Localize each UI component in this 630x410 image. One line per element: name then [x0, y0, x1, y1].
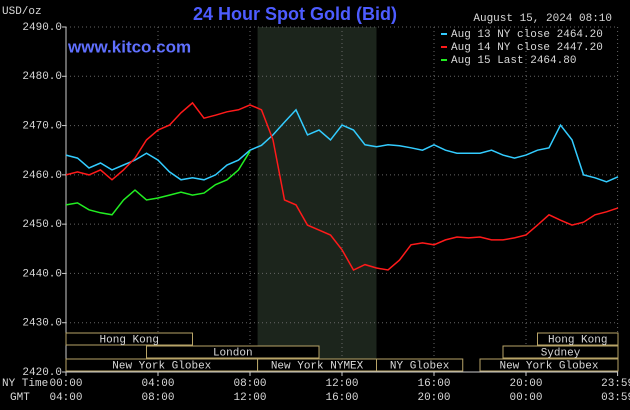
y-tick-label: 2440.0 — [22, 268, 62, 280]
session-bar — [479, 358, 619, 372]
x2-tick-label: 12:00 — [233, 392, 266, 404]
x2-axis-label: GMT — [10, 392, 30, 404]
session-bar — [65, 332, 193, 346]
legend-label: Aug 14 NY close 2447.20 — [451, 42, 603, 54]
session-bar — [376, 358, 464, 372]
session-bar — [146, 345, 320, 359]
y-tick-label: 2460.0 — [22, 170, 62, 182]
x-tick-label: 16:00 — [417, 378, 450, 390]
x-tick-label: 20:00 — [509, 378, 542, 390]
site-name: www.kitco.com — [67, 37, 191, 56]
session-label: Hong Kong — [100, 334, 159, 346]
session-bar — [537, 332, 619, 346]
y-tick-label: 2490.0 — [22, 22, 62, 34]
session-label: Sydney — [541, 347, 581, 359]
x-tick-label: 00:00 — [49, 378, 82, 390]
chart-title: 24 Hour Spot Gold (Bid) — [193, 4, 397, 24]
session-label: New York NYMEX — [271, 360, 364, 372]
legend-label: Aug 13 NY close 2464.20 — [451, 29, 603, 41]
y-tick-label: 2470.0 — [22, 120, 62, 132]
y-tick-label: 2480.0 — [22, 71, 62, 83]
y-axis-label: USD/oz — [2, 6, 42, 18]
x2-tick-label: 04:00 — [49, 392, 82, 404]
x-tick-label: 04:00 — [141, 378, 174, 390]
series-line — [65, 150, 251, 216]
legend-label: Aug 15 Last 2464.80 — [451, 55, 576, 67]
session-bar — [502, 345, 619, 359]
x2-tick-label: 16:00 — [325, 392, 358, 404]
x-tick-label: 08:00 — [233, 378, 266, 390]
x-axis-label: NY Time — [2, 378, 48, 390]
x-tick-label: 23:59 — [601, 378, 630, 390]
x2-tick-label: 20:00 — [417, 392, 450, 404]
y-tick-label: 2450.0 — [22, 219, 62, 231]
x2-tick-label: 03:59 — [601, 392, 630, 404]
x-tick-label: 12:00 — [325, 378, 358, 390]
x2-tick-label: 08:00 — [141, 392, 174, 404]
session-label: Hong Kong — [548, 334, 607, 346]
session-label: New York Globex — [112, 360, 211, 372]
y-tick-label: 2430.0 — [22, 318, 62, 330]
series-line — [65, 108, 619, 183]
session-label: New York Globex — [499, 360, 598, 372]
session-label: London — [213, 347, 253, 359]
timestamp: August 15, 2024 08:10 — [473, 13, 612, 25]
session-label: NY Globex — [390, 360, 450, 372]
session-shade — [257, 27, 377, 372]
series-line — [65, 101, 619, 271]
y-tick-label: 2420.0 — [22, 367, 62, 379]
x2-tick-label: 00:00 — [509, 392, 542, 404]
